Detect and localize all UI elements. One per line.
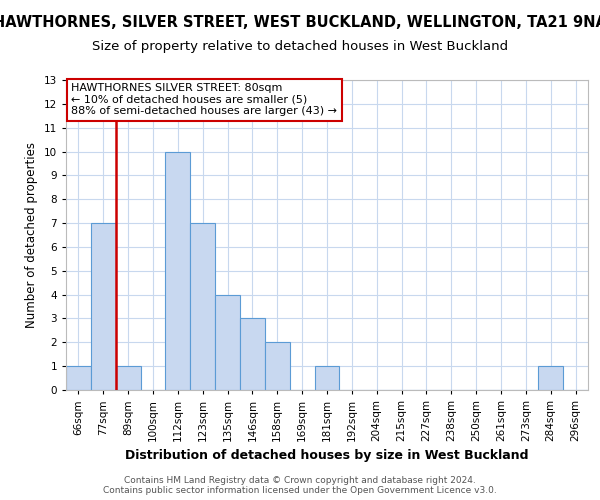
Bar xyxy=(215,294,240,390)
Text: HAWTHORNES, SILVER STREET, WEST BUCKLAND, WELLINGTON, TA21 9NA: HAWTHORNES, SILVER STREET, WEST BUCKLAND… xyxy=(0,15,600,30)
Bar xyxy=(265,342,290,390)
Text: Contains HM Land Registry data © Crown copyright and database right 2024.
Contai: Contains HM Land Registry data © Crown c… xyxy=(103,476,497,495)
Y-axis label: Number of detached properties: Number of detached properties xyxy=(25,142,38,328)
Bar xyxy=(190,223,215,390)
X-axis label: Distribution of detached houses by size in West Buckland: Distribution of detached houses by size … xyxy=(125,450,529,462)
Bar xyxy=(116,366,140,390)
Bar xyxy=(166,152,190,390)
Bar xyxy=(538,366,563,390)
Text: Size of property relative to detached houses in West Buckland: Size of property relative to detached ho… xyxy=(92,40,508,53)
Text: HAWTHORNES SILVER STREET: 80sqm
← 10% of detached houses are smaller (5)
88% of : HAWTHORNES SILVER STREET: 80sqm ← 10% of… xyxy=(71,83,337,116)
Bar xyxy=(91,223,116,390)
Bar xyxy=(314,366,340,390)
Bar xyxy=(240,318,265,390)
Bar xyxy=(66,366,91,390)
